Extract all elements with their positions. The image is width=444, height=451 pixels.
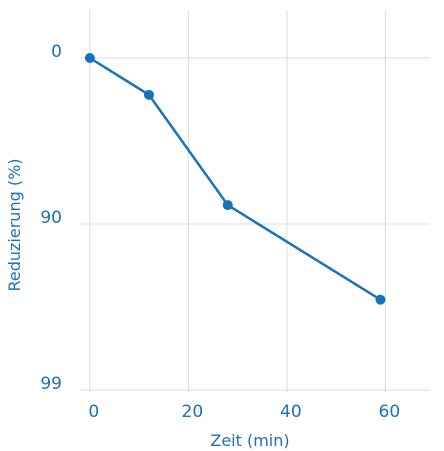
y-tick-label: 99 [40,374,62,394]
data-point [84,53,95,63]
data-point [375,294,386,305]
x-tick-label: 60 [379,402,401,422]
x-tick-label: 40 [280,402,302,422]
series-group [84,53,386,305]
y-axis-label: Reduzierung (%) [5,158,24,291]
x-tick-label: 20 [182,402,204,422]
x-axis-label: Zeit (min) [210,431,289,450]
grid [80,10,430,392]
x-tick-label: 0 [88,402,99,422]
y-tick-label: 0 [51,42,62,62]
y-tick-label: 90 [40,208,62,228]
data-point [222,200,233,211]
data-point [143,89,154,100]
tick-labels: 0 20 40 60 0 90 99 [40,42,400,422]
series-line [89,56,382,301]
